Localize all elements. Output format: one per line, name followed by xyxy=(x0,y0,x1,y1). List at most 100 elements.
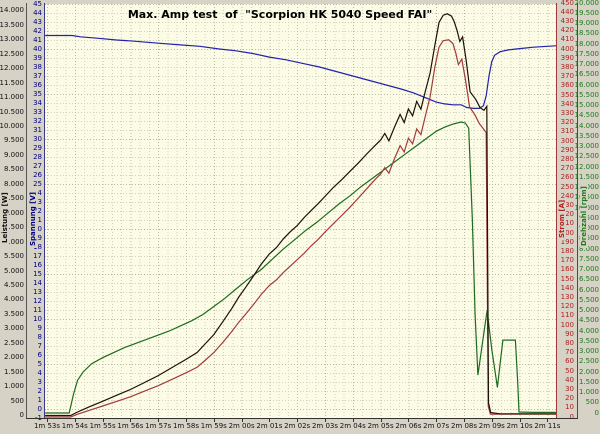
axis-tick-label: 340 xyxy=(560,99,574,108)
x-tick-mark xyxy=(130,419,132,422)
axis-tick-label: 27 xyxy=(33,161,42,170)
axis-tick-label: 230 xyxy=(560,200,574,209)
axis-tick-label: 280 xyxy=(560,154,574,163)
axis-tick-label: 17.500 xyxy=(574,49,600,58)
axis-tick-label: 28 xyxy=(33,152,42,161)
series-drehzahl-line xyxy=(45,121,556,414)
x-tick-mark xyxy=(519,419,521,422)
axis-tick-label: 7.500 xyxy=(3,194,24,203)
axis-tick-label: 3.500 xyxy=(3,309,24,318)
axis-tick-label: 41 xyxy=(33,35,42,44)
axis-tick-label: 34 xyxy=(33,98,42,107)
axis-tick-label: 2.000 xyxy=(3,353,24,362)
axis-tick-label: 26 xyxy=(33,170,42,179)
x-tick-mark xyxy=(186,419,187,422)
axis-tick-label: 21 xyxy=(33,215,42,224)
axis-tick-label: 20 xyxy=(565,394,574,403)
x-tick-label: 1m 58s xyxy=(172,422,200,430)
axis-tick-label: 36 xyxy=(33,80,42,89)
axis-tick-label: 400 xyxy=(560,44,574,53)
axis-tick-label: 6.000 xyxy=(578,285,599,294)
axis-tick-label: 170 xyxy=(560,256,574,265)
axis-tick-label: 33 xyxy=(33,107,42,116)
axis-tick-label: 6.000 xyxy=(3,237,24,246)
axis-tick-label: 3.000 xyxy=(578,347,599,356)
axis-tick-label: 290 xyxy=(560,145,574,154)
axis-tick-label: 32 xyxy=(33,116,42,125)
x-tick-mark xyxy=(436,419,438,422)
axis-tick-label: 19.500 xyxy=(574,8,600,17)
axis-tick-label: 17 xyxy=(33,251,42,260)
axis-tick-label: 6.500 xyxy=(3,223,24,232)
x-tick-label: 2m 08s xyxy=(450,422,478,430)
axis-tick-label: 50 xyxy=(565,366,574,375)
axis-tick-label: 330 xyxy=(560,108,574,117)
axis-tick-label: 14.500 xyxy=(574,111,600,120)
axis-tick-label: 500 xyxy=(585,398,599,407)
axis-tick-label: 2.000 xyxy=(578,367,599,376)
axis-tick-label: 130 xyxy=(560,292,574,301)
axis-tick-label: 29 xyxy=(33,143,42,152)
x-tick-label: 2m 11s xyxy=(534,422,561,430)
axis-tick-label: 10.500 xyxy=(0,107,24,116)
axis-tick-label: 15.000 xyxy=(574,101,600,110)
x-tick-mark xyxy=(491,419,493,422)
axis-tick-label: 1.000 xyxy=(3,382,24,391)
axis-tick-label: 8.000 xyxy=(578,244,599,253)
axis-tick-label: 60 xyxy=(565,357,574,366)
axis-strom-label: Strom [A] xyxy=(558,197,566,240)
axis-tick-label: 2.500 xyxy=(578,357,599,366)
axis-tick-label: 390 xyxy=(560,53,574,62)
series-strom-line xyxy=(45,39,556,418)
axis-tick-label: 420 xyxy=(560,26,574,35)
axis-tick-label: 40 xyxy=(565,375,574,384)
x-tick-mark xyxy=(213,419,215,422)
axis-tick-label: 5 xyxy=(37,359,42,368)
x-tick-label: 2m 05s xyxy=(367,422,394,430)
axis-tick-label: 12 xyxy=(33,296,42,305)
axis-tick-label: 7.500 xyxy=(578,254,599,263)
axis-tick-label: 380 xyxy=(560,62,574,71)
axis-tick-label: 9 xyxy=(37,323,42,332)
axis-tick-label: 140 xyxy=(560,283,574,292)
x-tick-mark xyxy=(158,419,160,422)
axis-tick-label: 310 xyxy=(560,127,574,136)
axis-tick-label: 6 xyxy=(37,350,42,359)
axis-tick-label: 8.500 xyxy=(578,234,599,243)
axis-tick-label: 39 xyxy=(33,53,42,62)
axis-tick-label: 8 xyxy=(37,332,42,341)
chart-plot-area xyxy=(45,4,556,419)
axis-tick-label: 30 xyxy=(565,384,574,393)
axis-tick-label: 15 xyxy=(33,269,42,278)
axis-tick-label: 0 xyxy=(594,408,599,417)
axis-tick-label: 13.500 xyxy=(574,131,600,140)
axis-tick-label: 2.500 xyxy=(3,338,24,347)
axis-tick-label: 120 xyxy=(560,302,574,311)
axis-tick-label: 44 xyxy=(33,8,42,17)
axis-tick-label: 70 xyxy=(565,348,574,357)
axis-tick-label: 80 xyxy=(565,338,574,347)
axis-tick-label: 42 xyxy=(33,26,42,35)
x-tick-mark xyxy=(325,419,326,422)
axis-tick-label: 250 xyxy=(560,182,574,191)
x-tick-mark xyxy=(269,419,271,422)
axis-tick-label: 20 xyxy=(33,224,42,233)
x-tick-mark xyxy=(352,419,354,422)
axis-tick-label: 100 xyxy=(560,320,574,329)
axis-tick-label: 4.500 xyxy=(578,316,599,325)
x-tick-label: 2m 10s xyxy=(506,422,533,430)
chart-title: Max. Amp test of "Scorpion HK 5040 Speed… xyxy=(127,8,433,21)
x-tick-label: 1m 54s xyxy=(61,422,88,430)
chart-canvas xyxy=(45,4,556,419)
axis-tick-label: 13.000 xyxy=(0,35,24,44)
x-tick-label: 2m 04s xyxy=(339,422,366,430)
x-tick-mark xyxy=(380,419,382,422)
axis-tick-label: 160 xyxy=(560,265,574,274)
x-tick-label: 2m 07s xyxy=(423,422,450,430)
axis-tick-label: 40 xyxy=(33,44,42,53)
axis-line xyxy=(556,3,557,419)
axis-drehzahl-label: Drehzahl [rpm] xyxy=(580,184,588,248)
axis-tick-label: 220 xyxy=(560,210,574,219)
series-leistung-line xyxy=(45,13,556,417)
axis-tick-label: 12.000 xyxy=(0,64,24,73)
